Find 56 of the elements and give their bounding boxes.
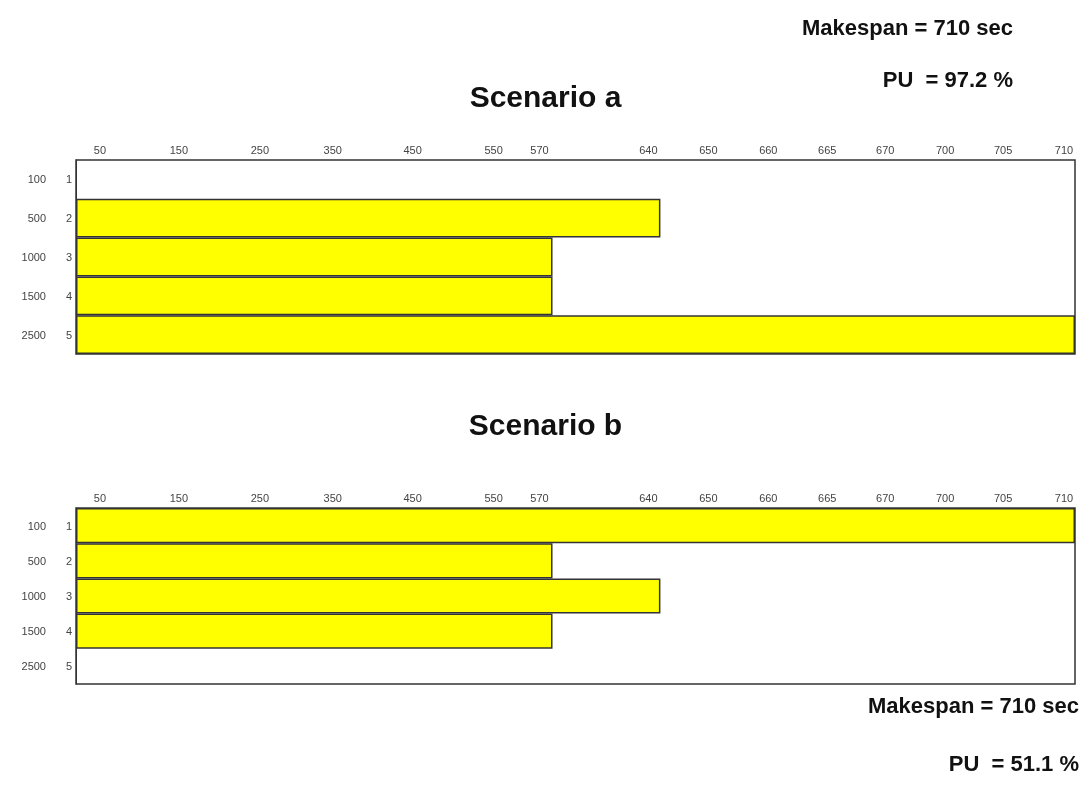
y-tick-label: 1000 bbox=[21, 251, 46, 263]
chart-title: Scenario a bbox=[469, 79, 622, 113]
text: Makespan = 710 sec bbox=[802, 14, 1014, 40]
text: 570 bbox=[530, 143, 549, 156]
y2-tick-label: 1 bbox=[65, 173, 72, 186]
text: 250 bbox=[250, 143, 269, 156]
text: Makespan = 710 sec bbox=[868, 692, 1080, 718]
y-tick-label: 500 bbox=[27, 554, 46, 567]
y-tick-label: 1500 bbox=[21, 625, 46, 638]
text: PU = 51.1 % bbox=[948, 750, 1080, 776]
y2-tick-label: 3 bbox=[65, 251, 72, 263]
y2-tick-label: 2 bbox=[65, 212, 72, 225]
text: 50 bbox=[93, 491, 107, 504]
text: 150 bbox=[169, 491, 189, 504]
text: 650 bbox=[699, 143, 718, 156]
y2-tick-label: 4 bbox=[65, 625, 72, 638]
text: PU = 97.2 % bbox=[882, 66, 1014, 92]
y2-tick-label: 5 bbox=[65, 328, 72, 341]
text: 50 bbox=[93, 143, 107, 156]
y2-tick-label: 4 bbox=[65, 289, 72, 302]
text: 570 bbox=[530, 491, 549, 504]
y-tick-label: 100 bbox=[27, 519, 46, 532]
chart-title: Scenario b bbox=[468, 407, 623, 441]
text: 705 bbox=[993, 491, 1013, 504]
text: 660 bbox=[759, 491, 778, 504]
y-tick-label: 100 bbox=[27, 173, 46, 186]
y2-tick-label: 2 bbox=[65, 554, 72, 567]
text: 550 bbox=[484, 143, 503, 156]
text: 665 bbox=[818, 491, 837, 504]
text: 350 bbox=[323, 143, 342, 156]
text: 350 bbox=[323, 491, 342, 504]
y2-tick-label: 5 bbox=[65, 660, 72, 673]
text: 660 bbox=[759, 143, 778, 156]
y-tick-label: 2500 bbox=[21, 660, 46, 673]
text: 670 bbox=[876, 491, 895, 504]
text: 700 bbox=[935, 491, 955, 504]
text: 250 bbox=[250, 491, 269, 504]
text: 640 bbox=[639, 143, 658, 156]
y-tick-label: 1500 bbox=[21, 289, 46, 302]
y-tick-label: 500 bbox=[27, 212, 46, 225]
y-tick-label: 2500 bbox=[21, 328, 46, 341]
text: 150 bbox=[169, 143, 189, 156]
text: 550 bbox=[484, 491, 503, 504]
text: 665 bbox=[818, 143, 837, 156]
y2-tick-label: 1 bbox=[65, 519, 72, 532]
text: 640 bbox=[639, 491, 658, 504]
text: 650 bbox=[699, 491, 718, 504]
text: 710 bbox=[1054, 491, 1074, 504]
text: 705 bbox=[993, 143, 1013, 156]
text: 450 bbox=[403, 491, 422, 504]
y-tick-label: 1000 bbox=[21, 590, 46, 602]
text: 700 bbox=[935, 143, 955, 156]
text: 710 bbox=[1054, 143, 1074, 156]
text: 670 bbox=[876, 143, 895, 156]
y2-tick-label: 3 bbox=[65, 590, 72, 602]
text: 450 bbox=[403, 143, 422, 156]
